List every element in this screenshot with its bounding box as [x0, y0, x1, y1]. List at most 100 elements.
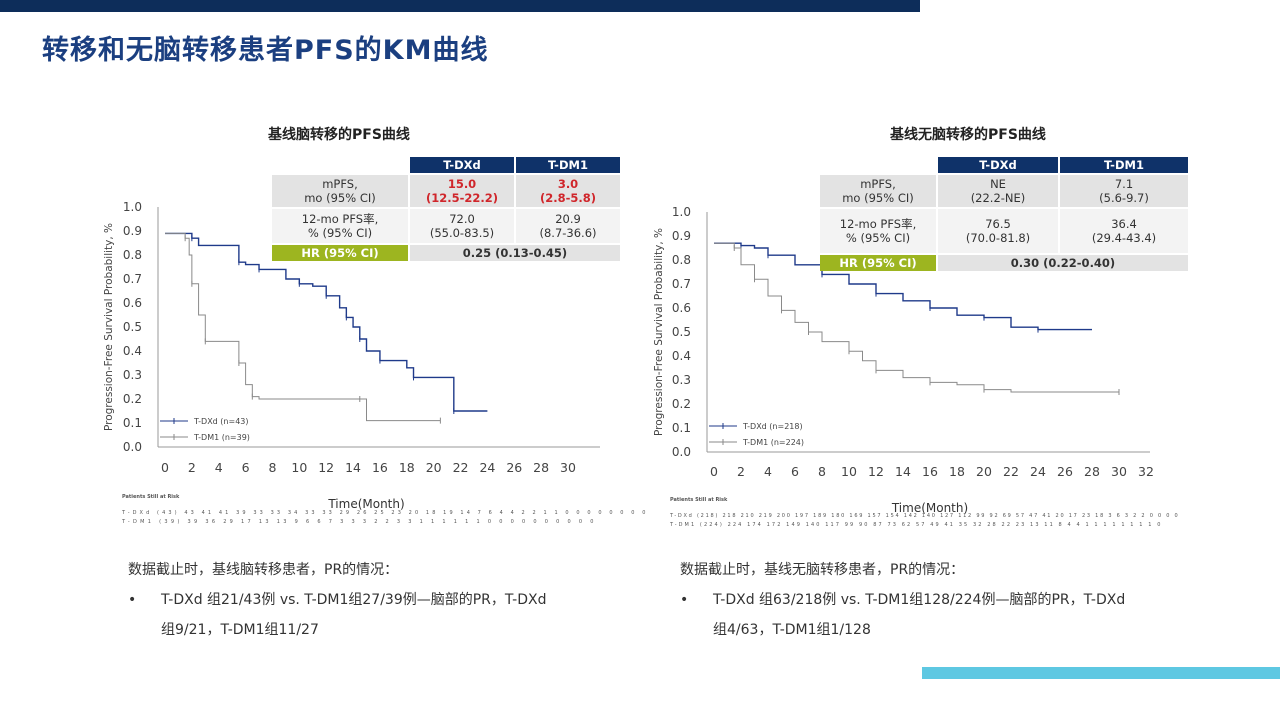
page-title: 转移和无脑转移患者PFS的KM曲线 — [42, 35, 489, 66]
header-tdxd: T-DXd — [410, 157, 514, 173]
note-heading: 数据截止时，基线脑转移患者，PR的情况： — [128, 562, 399, 578]
x-tick-label: 12 — [318, 460, 334, 475]
mpfs-tdm1: 7.1 (5.6-9.7) — [1060, 175, 1188, 207]
left-risk-header: Patients Still at Risk — [122, 494, 180, 500]
km-curve-tdm1 — [165, 232, 441, 422]
y-tick-label: 0.3 — [672, 373, 691, 387]
note-bullet: • T-DXd 组21/43例 vs. T-DM1组27/39例—脑部的PR，T… — [128, 592, 547, 638]
legend-label: T-DXd (n=218) — [742, 422, 803, 431]
y-tick-label: 0.6 — [123, 296, 142, 310]
left-risk-tdm1: T-DM1 (39) 39 36 29 17 13 13 9 6 6 7 3 3… — [122, 519, 597, 525]
x-tick-label: 4 — [215, 460, 223, 475]
hr-value: 0.30 (0.22-0.40) — [938, 255, 1188, 271]
x-tick-label: 32 — [1138, 464, 1154, 479]
row-12mo-label: 12-mo PFS率,% (95% CI) — [272, 209, 408, 243]
y-tick-label: 0.5 — [123, 320, 142, 334]
y-tick-label: 0.2 — [123, 392, 142, 406]
x-tick-label: 22 — [1003, 464, 1019, 479]
x-tick-label: 10 — [291, 460, 307, 475]
y-tick-label: 0.7 — [672, 277, 691, 291]
header-tdm1: T-DM1 — [516, 157, 620, 173]
x-tick-label: 30 — [1111, 464, 1127, 479]
12mo-tdm1: 20.9 (8.7-36.6) — [516, 209, 620, 243]
row-mpfs-label: mPFS, mo (95% CI) — [272, 175, 408, 207]
x-tick-label: 28 — [1084, 464, 1100, 479]
x-tick-label: 10 — [841, 464, 857, 479]
x-tick-label: 28 — [533, 460, 549, 475]
km-curve-tdxd — [165, 232, 488, 412]
header-tdxd: T-DXd — [938, 157, 1058, 173]
x-tick-label: 20 — [426, 460, 442, 475]
top-bar — [0, 0, 920, 12]
x-tick-label: 2 — [188, 460, 196, 475]
hr-value: 0.25 (0.13-0.45) — [410, 245, 620, 261]
right-note: 数据截止时，基线无脑转移患者，PR的情况： • T-DXd 组63/218例 v… — [680, 555, 1240, 645]
mpfs-tdxd: NE (22.2-NE) — [938, 175, 1058, 207]
x-tick-label: 16 — [922, 464, 938, 479]
note-bullet: • T-DXd 组63/218例 vs. T-DM1组128/224例—脑部的P… — [680, 592, 1126, 638]
12mo-tdxd: 72.0 (55.0-83.5) — [410, 209, 514, 243]
legend-label: T-DM1 (n=224) — [742, 438, 804, 447]
y-tick-label: 1.0 — [672, 205, 691, 219]
row-12mo-label: 12-mo PFS率,% (95% CI) — [820, 209, 936, 253]
x-tick-label: 0 — [710, 464, 718, 479]
y-tick-label: 0.4 — [672, 349, 691, 363]
x-tick-label: 6 — [242, 460, 250, 475]
x-tick-label: 16 — [372, 460, 388, 475]
x-tick-label: 6 — [791, 464, 799, 479]
right-risk-header: Patients Still at Risk — [670, 497, 728, 503]
y-tick-label: 1.0 — [123, 200, 142, 214]
x-tick-label: 18 — [399, 460, 415, 475]
right-risk-tdxd: T-DXd (218) 218 210 219 200 197 189 180 … — [670, 513, 1180, 519]
y-tick-label: 0.1 — [123, 416, 142, 430]
x-tick-label: 18 — [949, 464, 965, 479]
x-tick-label: 20 — [976, 464, 992, 479]
right-risk-tdm1: T-DM1 (224) 224 174 172 149 140 117 99 9… — [670, 522, 1163, 528]
y-tick-label: 0.1 — [672, 421, 691, 435]
y-tick-label: 0.9 — [123, 224, 142, 238]
y-axis-label: Progression-Free Survival Probability, % — [653, 228, 665, 436]
x-tick-label: 14 — [345, 460, 361, 475]
x-tick-label: 26 — [1057, 464, 1073, 479]
y-tick-label: 0.4 — [123, 344, 142, 358]
x-tick-label: 14 — [895, 464, 911, 479]
legend-label: T-DXd (n=43) — [193, 417, 249, 426]
y-tick-label: 0.5 — [672, 325, 691, 339]
mpfs-tdxd: 15.0 (12.5-22.2) — [410, 175, 514, 207]
y-tick-label: 0.0 — [672, 445, 691, 459]
y-tick-label: 0.8 — [672, 253, 691, 267]
row-mpfs-label: mPFS, mo (95% CI) — [820, 175, 936, 207]
x-tick-label: 24 — [1030, 464, 1046, 479]
km-curve-tdxd — [714, 242, 1092, 331]
mpfs-tdm1: 3.0 (2.8-5.8) — [516, 175, 620, 207]
hr-label: HR (95% CI) — [820, 255, 936, 271]
y-tick-label: 0.0 — [123, 440, 142, 454]
x-axis-label: Time(Month) — [327, 497, 404, 511]
y-axis-label: Progression-Free Survival Probability, % — [103, 223, 115, 431]
right-chart-title: 基线无脑转移的PFS曲线 — [890, 127, 1046, 143]
left-risk-tdxd: T-DXd (43) 43 41 41 39 33 33 34 33 33 29… — [122, 510, 649, 516]
x-tick-label: 8 — [818, 464, 826, 479]
left-note: 数据截止时，基线脑转移患者，PR的情况： • T-DXd 组21/43例 vs.… — [128, 555, 648, 645]
x-tick-label: 22 — [453, 460, 469, 475]
left-chart-title: 基线脑转移的PFS曲线 — [268, 127, 410, 143]
y-tick-label: 0.2 — [672, 397, 691, 411]
header-tdm1: T-DM1 — [1060, 157, 1188, 173]
legend-label: T-DM1 (n=39) — [193, 433, 250, 442]
y-tick-label: 0.8 — [123, 248, 142, 262]
x-tick-label: 26 — [506, 460, 522, 475]
12mo-tdm1: 36.4 (29.4-43.4) — [1060, 209, 1188, 253]
x-axis-label: Time(Month) — [891, 501, 968, 515]
x-tick-label: 8 — [268, 460, 276, 475]
y-tick-label: 0.6 — [672, 301, 691, 315]
y-tick-label: 0.3 — [123, 368, 142, 382]
12mo-tdxd: 76.5 (70.0-81.8) — [938, 209, 1058, 253]
x-tick-label: 2 — [737, 464, 745, 479]
x-tick-label: 12 — [868, 464, 884, 479]
x-tick-label: 0 — [161, 460, 169, 475]
accent-bar — [922, 667, 1280, 679]
x-tick-label: 30 — [560, 460, 576, 475]
x-tick-label: 24 — [479, 460, 495, 475]
km-curve-tdm1 — [714, 242, 1119, 393]
